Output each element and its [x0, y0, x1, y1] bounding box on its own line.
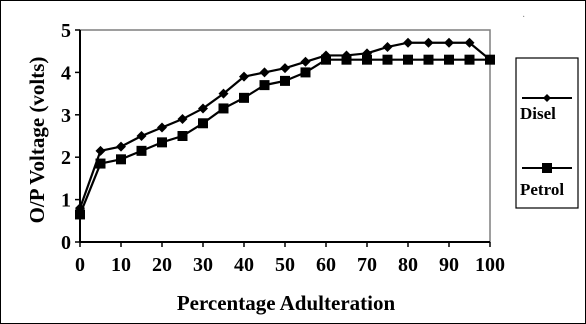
data-point-disel — [280, 63, 290, 74]
legend-item-disel: Disel — [520, 94, 572, 123]
data-point-petrol — [321, 54, 331, 65]
legend-item-petrol: Petrol — [520, 163, 572, 199]
data-point-petrol — [177, 131, 188, 141]
data-point-disel — [177, 114, 188, 125]
data-point-petrol — [444, 54, 454, 65]
data-point-disel — [464, 37, 475, 48]
data-point-petrol — [157, 137, 167, 148]
x-tick-label: 20 — [152, 254, 172, 276]
data-point-disel — [198, 103, 208, 114]
y-tick-label: 1 — [61, 190, 71, 212]
x-tick-label: 50 — [275, 254, 295, 276]
data-point-petrol — [362, 54, 372, 65]
x-tick-label: 40 — [234, 254, 254, 276]
data-point-disel — [403, 37, 413, 48]
data-point-petrol — [218, 103, 229, 114]
y-tick-label: 3 — [61, 105, 71, 127]
data-point-petrol — [259, 80, 270, 91]
legend-box — [515, 57, 579, 209]
data-point-petrol — [75, 209, 85, 220]
data-point-petrol — [116, 154, 126, 165]
data-point-disel — [116, 141, 126, 152]
legend: Disel Petrol — [515, 57, 579, 209]
legend-label-disel: Disel — [520, 104, 556, 123]
data-point-petrol — [95, 158, 106, 169]
legend-square-marker — [542, 163, 552, 173]
series-petrol — [75, 54, 495, 220]
x-tick-label: 10 — [111, 254, 131, 276]
data-point-petrol — [239, 92, 249, 103]
data-point-disel — [259, 67, 270, 78]
data-point-disel — [95, 145, 106, 156]
y-tick-label: 4 — [61, 62, 71, 84]
x-tick-label: 80 — [398, 254, 418, 276]
legend-diamond-marker — [543, 94, 551, 102]
x-tick-label: 30 — [193, 254, 213, 276]
stray-dot-mark: · — [522, 12, 525, 23]
data-point-disel — [444, 37, 454, 48]
series-layer — [75, 37, 495, 220]
data-point-petrol — [464, 54, 475, 65]
data-point-petrol — [403, 54, 413, 65]
data-point-petrol — [280, 75, 290, 86]
data-point-petrol — [300, 67, 311, 78]
x-axis-title: Percentage Adulteration — [177, 291, 396, 315]
data-point-disel — [423, 37, 434, 48]
data-point-petrol — [485, 54, 495, 65]
data-point-disel — [382, 41, 393, 52]
x-tick-label: 0 — [75, 254, 85, 276]
x-axis-ticks: 0 10 20 30 40 50 60 70 80 90 100 — [75, 242, 505, 276]
y-tick-label: 5 — [61, 20, 71, 42]
data-point-petrol — [198, 118, 208, 129]
y-axis-ticks: 0 1 2 3 4 5 — [61, 20, 80, 254]
data-point-petrol — [341, 54, 352, 65]
data-point-disel — [300, 56, 311, 67]
y-tick-label: 2 — [61, 147, 71, 169]
data-point-disel — [239, 71, 249, 82]
x-tick-label: 100 — [475, 254, 505, 276]
x-tick-label: 60 — [316, 254, 336, 276]
y-tick-label: 0 — [61, 232, 71, 254]
x-tick-label: 70 — [357, 254, 377, 276]
x-tick-label: 90 — [439, 254, 459, 276]
data-point-petrol — [136, 145, 147, 156]
data-point-disel — [218, 88, 229, 99]
data-point-petrol — [382, 54, 393, 65]
legend-label-petrol: Petrol — [520, 180, 564, 199]
data-point-disel — [157, 122, 167, 133]
data-point-petrol — [423, 54, 434, 65]
data-point-disel — [136, 131, 147, 141]
y-axis-title: O/P Voltage (volts) — [25, 57, 49, 224]
